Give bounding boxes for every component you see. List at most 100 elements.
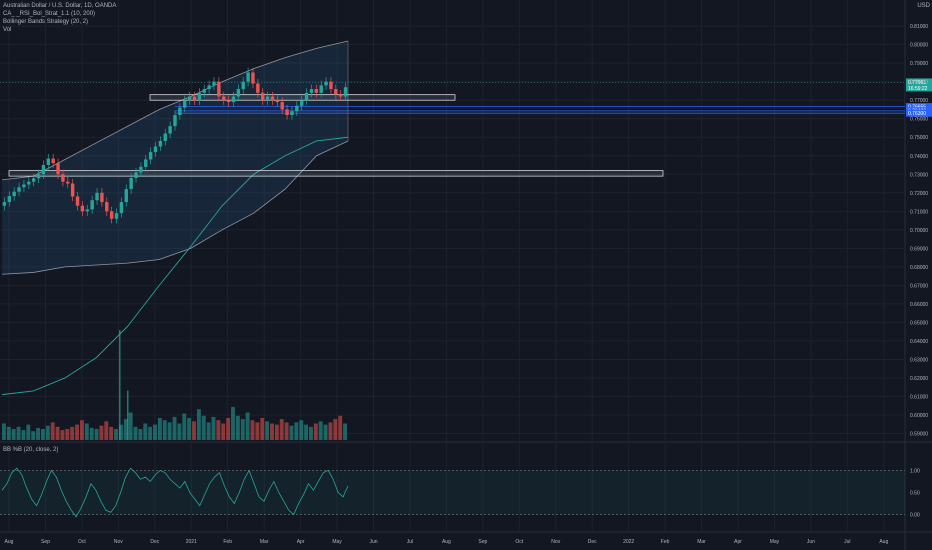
- candle-body: [275, 100, 280, 103]
- volume-bar: [299, 420, 304, 440]
- volume-bar: [21, 430, 26, 440]
- candle-body: [295, 105, 299, 112]
- candle-body: [36, 174, 41, 179]
- level-tag-label: 0.76300: [908, 111, 926, 117]
- candle-body: [163, 133, 167, 141]
- price-tick-label: 0.77000: [910, 98, 928, 104]
- price-tick-label: 0.67000: [910, 283, 928, 289]
- time-tick-label: Sep: [41, 539, 50, 545]
- bollinger-lower: [1, 140, 349, 275]
- candle-body: [178, 107, 182, 116]
- candle-body: [261, 92, 265, 101]
- candle-body: [222, 96, 226, 101]
- price-tick-label: 0.80000: [910, 43, 928, 49]
- candle-body: [304, 92, 309, 101]
- volume-bar: [123, 419, 128, 440]
- volume-bar: [99, 425, 104, 440]
- candle-body: [134, 172, 138, 178]
- candle-body: [197, 92, 202, 101]
- zone-lower: [8, 170, 664, 177]
- indicator-legend-1[interactable]: CA_ _RSI_Bol_Strat_1.1 (10, 200): [3, 11, 96, 17]
- candle-body: [144, 159, 148, 167]
- price-tick-label: 0.74000: [910, 154, 928, 160]
- candle-body: [280, 102, 284, 110]
- bollinger-upper: [1, 40, 349, 181]
- candle-body: [270, 96, 275, 101]
- candle-body: [139, 166, 143, 173]
- osc-tick-label: 1.00: [910, 468, 920, 474]
- volume-bar: [75, 424, 79, 440]
- time-tick-label: 2021: [186, 539, 197, 545]
- volume-bar: [104, 421, 109, 440]
- oscillator-legend[interactable]: BB %B (20, close, 2): [3, 447, 59, 453]
- volume-bar: [36, 427, 41, 440]
- time-tick-label: Jun: [807, 539, 815, 545]
- indicator-legend-2[interactable]: Bollinger Bands Strategy (20, 2): [3, 19, 89, 25]
- volume-bar: [323, 424, 328, 440]
- candle-body: [80, 205, 85, 212]
- volume-spike: [119, 330, 121, 440]
- volume-bar: [265, 421, 270, 440]
- candle-body: [285, 109, 289, 116]
- price-tick-label: 0.70000: [910, 228, 928, 234]
- price-tick-label: 0.71000: [910, 209, 928, 215]
- level-tag: [906, 103, 932, 111]
- time-tick-label: Mar: [260, 539, 269, 545]
- price-tick-label: 0.60000: [910, 413, 928, 419]
- candle-body: [290, 111, 294, 116]
- volume-bar: [260, 418, 265, 440]
- candle-body: [212, 81, 216, 86]
- time-tick-label: Jul: [844, 539, 850, 545]
- candle-body: [192, 96, 197, 101]
- price-candles: [2, 67, 348, 224]
- volume-bar: [192, 421, 196, 440]
- price-tick-label: 0.72000: [910, 191, 928, 197]
- price-tick-label: 0.65000: [910, 320, 928, 326]
- candle-body: [2, 202, 7, 206]
- volume-bar: [284, 422, 289, 440]
- osc-band-fill: [0, 470, 905, 515]
- time-tick-label: Jun: [369, 539, 377, 545]
- osc-tick-label: 0.00: [910, 513, 920, 519]
- volume-bar: [128, 412, 133, 440]
- volume-bar: [70, 426, 75, 440]
- candle-body: [226, 100, 231, 103]
- candle-body: [299, 100, 304, 106]
- candle-body: [90, 200, 94, 210]
- volume-bar: [187, 418, 192, 440]
- volume-bar: [167, 422, 172, 440]
- bollinger-bands: [1, 40, 349, 396]
- volume-bar: [294, 422, 299, 440]
- candle-body: [75, 196, 80, 206]
- price-tick-label: 0.66000: [910, 302, 928, 308]
- volume-bar: [138, 429, 143, 440]
- time-tick-label: 2022: [623, 539, 634, 545]
- volume-bar: [177, 423, 182, 440]
- candle-body: [241, 81, 245, 90]
- candle-body: [168, 126, 172, 134]
- bollinger-fill: [2, 40, 348, 275]
- time-tick-label: Jul: [407, 539, 413, 545]
- volume-bar: [153, 424, 157, 440]
- price-tick-label: 0.75000: [910, 135, 928, 141]
- volume-bar: [60, 430, 65, 440]
- indicator-legend-3[interactable]: Vol: [3, 27, 12, 33]
- volume-bar: [206, 422, 211, 440]
- time-tick-label: May: [770, 539, 780, 545]
- price-tick-label: 0.62000: [910, 376, 928, 382]
- level-tag: [906, 109, 932, 117]
- candle-body: [129, 177, 133, 190]
- currency-label[interactable]: USD: [917, 3, 930, 9]
- candle-body: [314, 89, 319, 93]
- candle-body: [66, 181, 70, 184]
- candle-body: [217, 81, 221, 97]
- volume-bar: [89, 427, 94, 440]
- candle-body: [22, 184, 26, 188]
- volume-bar: [26, 424, 31, 440]
- candle-body: [61, 174, 65, 182]
- candle-body: [95, 192, 99, 201]
- volume-bar: [240, 419, 245, 440]
- volume-bar: [94, 429, 99, 440]
